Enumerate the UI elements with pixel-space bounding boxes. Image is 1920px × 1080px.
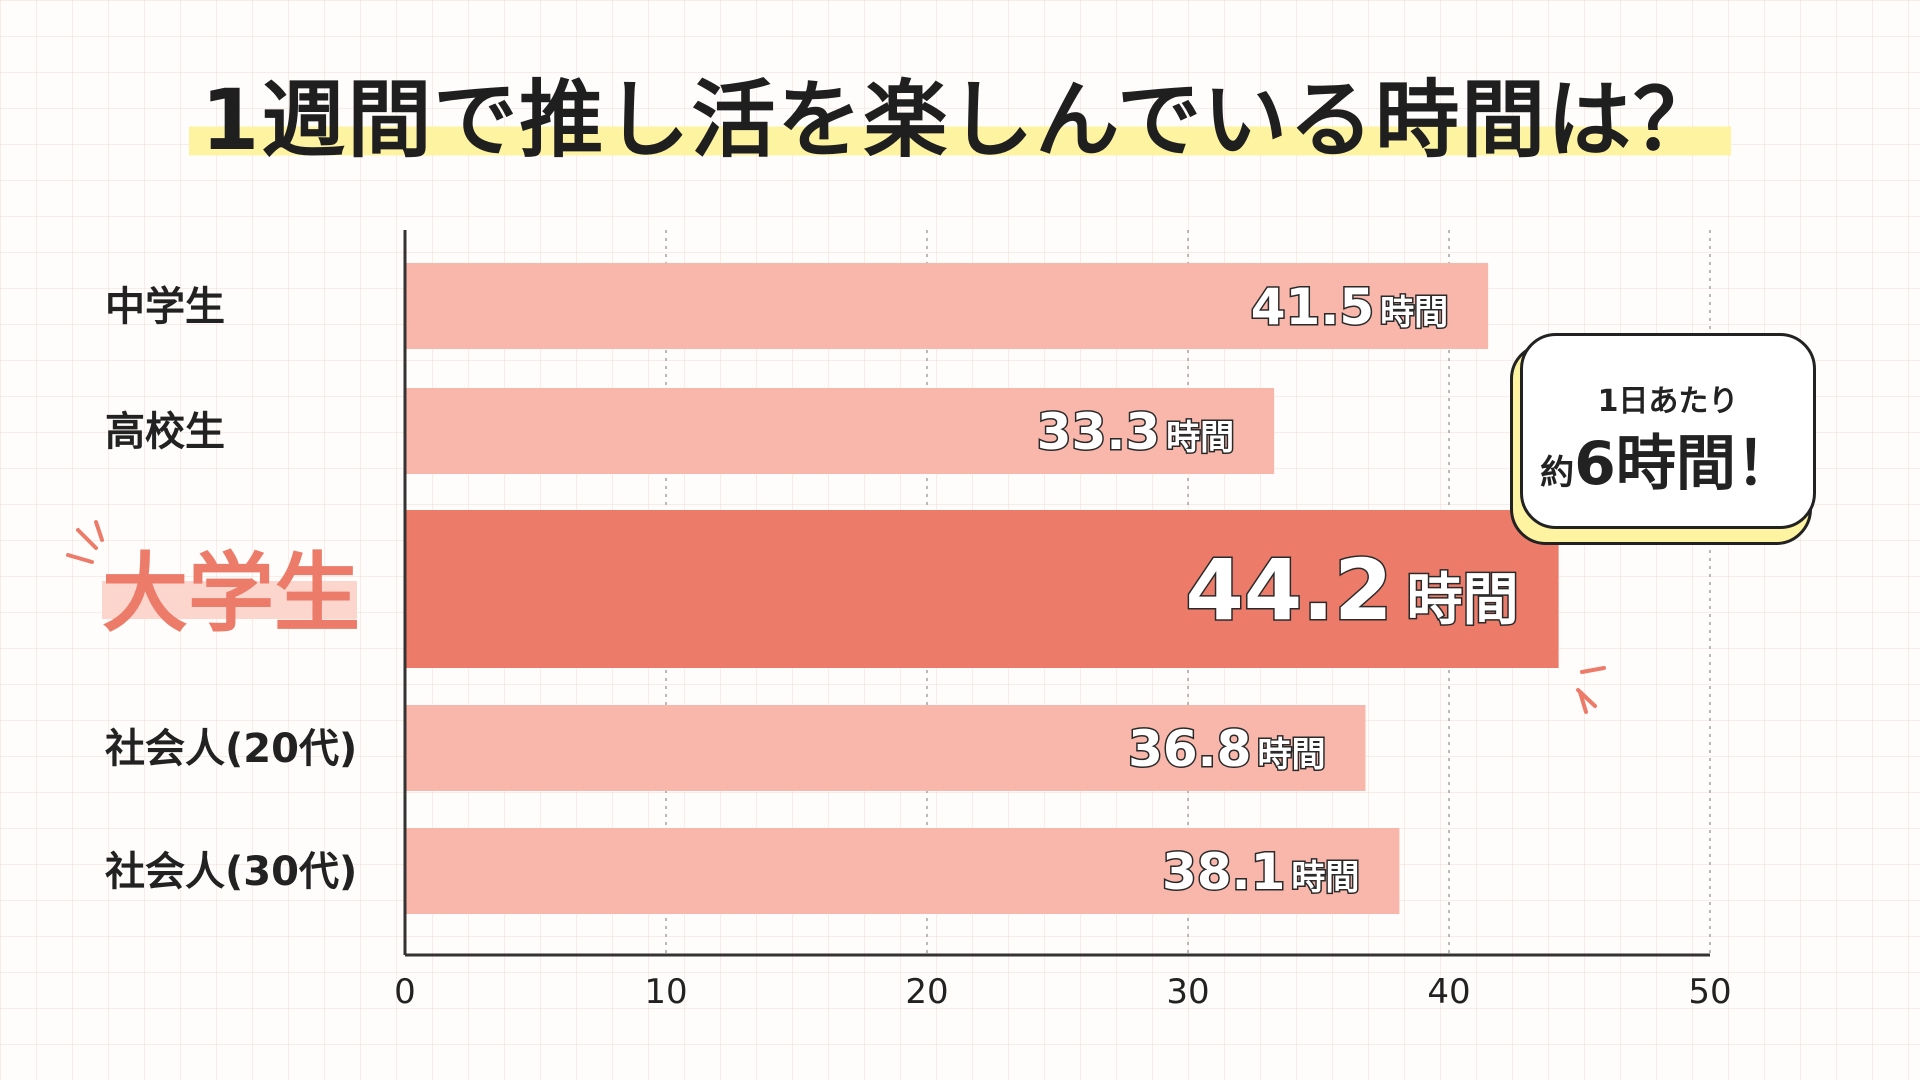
value-number-4: 38.1 xyxy=(1162,843,1285,901)
value-unit-1: 時間 xyxy=(1166,418,1234,458)
x-tick-10: 10 xyxy=(644,972,687,1012)
callout-main: 6時間！ xyxy=(1574,429,1796,499)
category-label-1: 高校生 xyxy=(105,409,225,455)
callout-line2: 約6時間！ xyxy=(1523,434,1813,494)
value-unit-3: 時間 xyxy=(1257,735,1325,775)
callout-line1: 1日あたり xyxy=(1523,376,1813,420)
x-tick-30: 30 xyxy=(1166,972,1209,1012)
category-label-3: 社会人(20代) xyxy=(105,726,357,772)
accent-stroke-2 xyxy=(96,522,102,540)
x-tick-labels: 0 10 20 30 40 50 xyxy=(394,972,1731,1012)
value-number-3: 36.8 xyxy=(1128,720,1251,778)
value-unit-4: 時間 xyxy=(1291,858,1359,898)
x-tick-40: 40 xyxy=(1427,972,1470,1012)
accent-stroke-1 xyxy=(78,530,96,548)
accent-stroke-3 xyxy=(1582,668,1604,672)
value-number-1: 33.3 xyxy=(1037,403,1160,461)
value-unit-2: 時間 xyxy=(1407,568,1519,633)
category-label-4: 社会人(30代) xyxy=(105,849,357,895)
callout-prefix: 約 xyxy=(1540,453,1574,493)
x-tick-50: 50 xyxy=(1688,972,1731,1012)
value-unit-0: 時間 xyxy=(1380,293,1448,333)
accent-stroke-0 xyxy=(68,555,92,562)
x-tick-20: 20 xyxy=(905,972,948,1012)
category-label-2: 大学生 xyxy=(102,544,360,644)
category-label-0: 中学生 xyxy=(105,284,225,330)
x-tick-0: 0 xyxy=(394,972,416,1012)
value-number-0: 41.5 xyxy=(1251,278,1374,336)
callout-bubble-body: 1日あたり 約6時間！ xyxy=(1520,333,1816,529)
value-number-2: 44.2 xyxy=(1185,541,1392,639)
callout-bubble: 1日あたり 約6時間！ xyxy=(1520,333,1830,543)
